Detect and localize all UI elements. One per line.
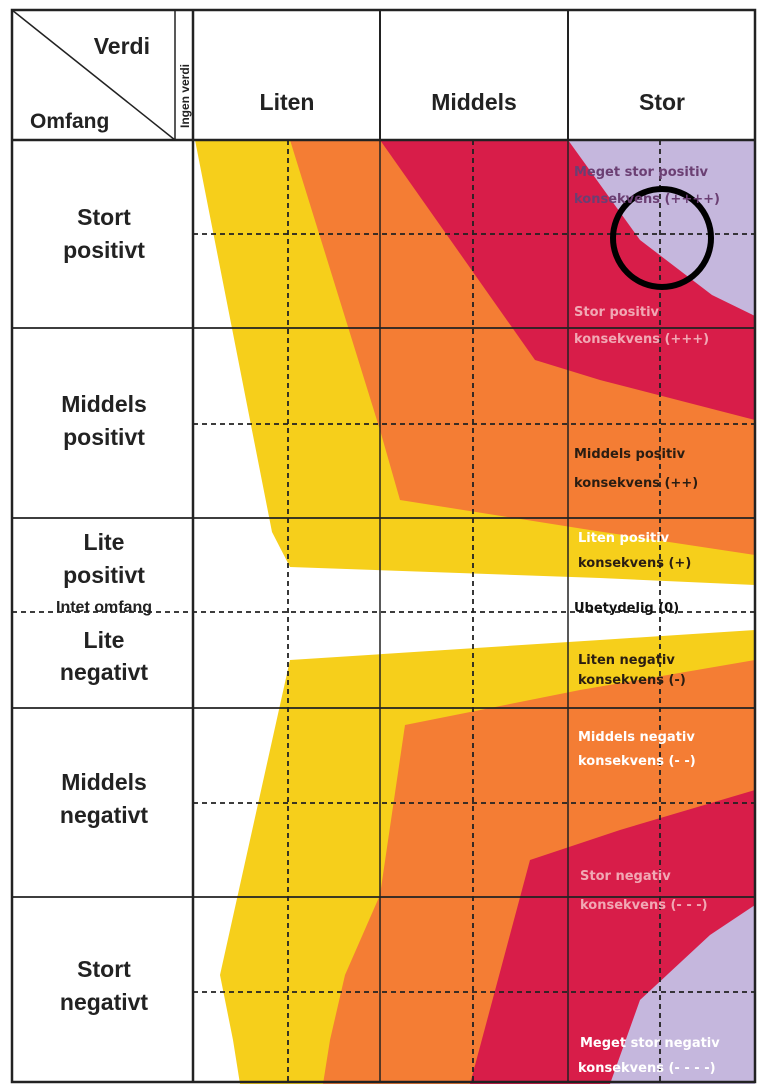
row-labels: Stort positivt Middels positivt Lite pos… — [56, 204, 152, 1015]
dashed-grid — [12, 140, 755, 1082]
corner-omfang: Omfang — [30, 110, 109, 133]
row-label-middels-positivt-1: Middels — [61, 391, 147, 417]
grid — [10, 8, 757, 1084]
row-label-stort-negativt-1: Stort — [77, 956, 131, 982]
row-label-lite-negativt-2: negativt — [60, 659, 149, 685]
zone-stor-positiv-2: konsekvens (+++) — [574, 332, 709, 347]
row-label-middels-positivt-2: positivt — [63, 424, 145, 450]
zone-liten-positiv-1: Liten positiv — [578, 531, 670, 546]
zone-meget-stor-negativ-1: Meget stor negativ — [580, 1036, 720, 1051]
highlight-circle — [610, 186, 714, 290]
row-label-lite-positivt-1: Lite — [84, 529, 125, 555]
row-label-stort-positivt-1: Stort — [77, 204, 131, 230]
zone-liten-negativ-1: Liten negativ — [578, 653, 675, 668]
zone-stor-negativ-2: konsekvens (- - -) — [580, 898, 708, 913]
zone-meget-stor-positiv-1: Meget stor positiv — [574, 165, 709, 180]
row-label-lite-positivt-2: positivt — [63, 562, 145, 588]
corner-ingen-verdi: Ingen verdi — [178, 64, 192, 128]
corner-diagonal — [11, 9, 176, 141]
row-label-intet-omfang: Intet omfang — [56, 599, 152, 616]
column-header-liten: Liten — [260, 89, 315, 115]
zone-middels-positiv-1: Middels positiv — [574, 447, 686, 462]
matrix-frame — [10, 8, 757, 1084]
row-label-lite-negativt-1: Lite — [84, 627, 125, 653]
header: Verdi Omfang Ingen verdi Liten Middels S… — [30, 33, 685, 133]
row-label-stort-positivt-2: positivt — [63, 237, 145, 263]
row-label-middels-negativt-2: negativt — [60, 802, 149, 828]
zone-middels-positiv-2: konsekvens (++) — [574, 476, 698, 491]
zone-middels-negativ-1: Middels negativ — [578, 730, 695, 745]
column-header-middels: Middels — [431, 89, 517, 115]
zone-meget-stor-negativ-2: konsekvens (- - - -) — [578, 1061, 716, 1076]
column-header-stor: Stor — [639, 89, 685, 115]
corner-verdi: Verdi — [94, 33, 150, 59]
zone-liten-negativ-2: konsekvens (-) — [578, 673, 686, 688]
row-label-stort-negativt-2: negativt — [60, 989, 149, 1015]
zone-labels: Meget stor positiv konsekvens (++++) Sto… — [574, 165, 720, 1076]
row-label-middels-negativt-1: Middels — [61, 769, 147, 795]
zone-ubetydelig: Ubetydelig (0) — [574, 601, 679, 616]
zone-meget-stor-positiv-2: konsekvens (++++) — [574, 192, 720, 207]
consequence-bands — [195, 140, 755, 1084]
zone-stor-negativ-1: Stor negativ — [580, 869, 671, 884]
band-meget-stor-negativ — [610, 905, 755, 1084]
zone-liten-positiv-2: konsekvens (+) — [578, 556, 691, 571]
band-meget-stor-positiv — [568, 140, 755, 316]
zone-stor-positiv-1: Stor positiv — [574, 305, 660, 320]
zone-middels-negativ-2: konsekvens (- -) — [578, 754, 696, 769]
